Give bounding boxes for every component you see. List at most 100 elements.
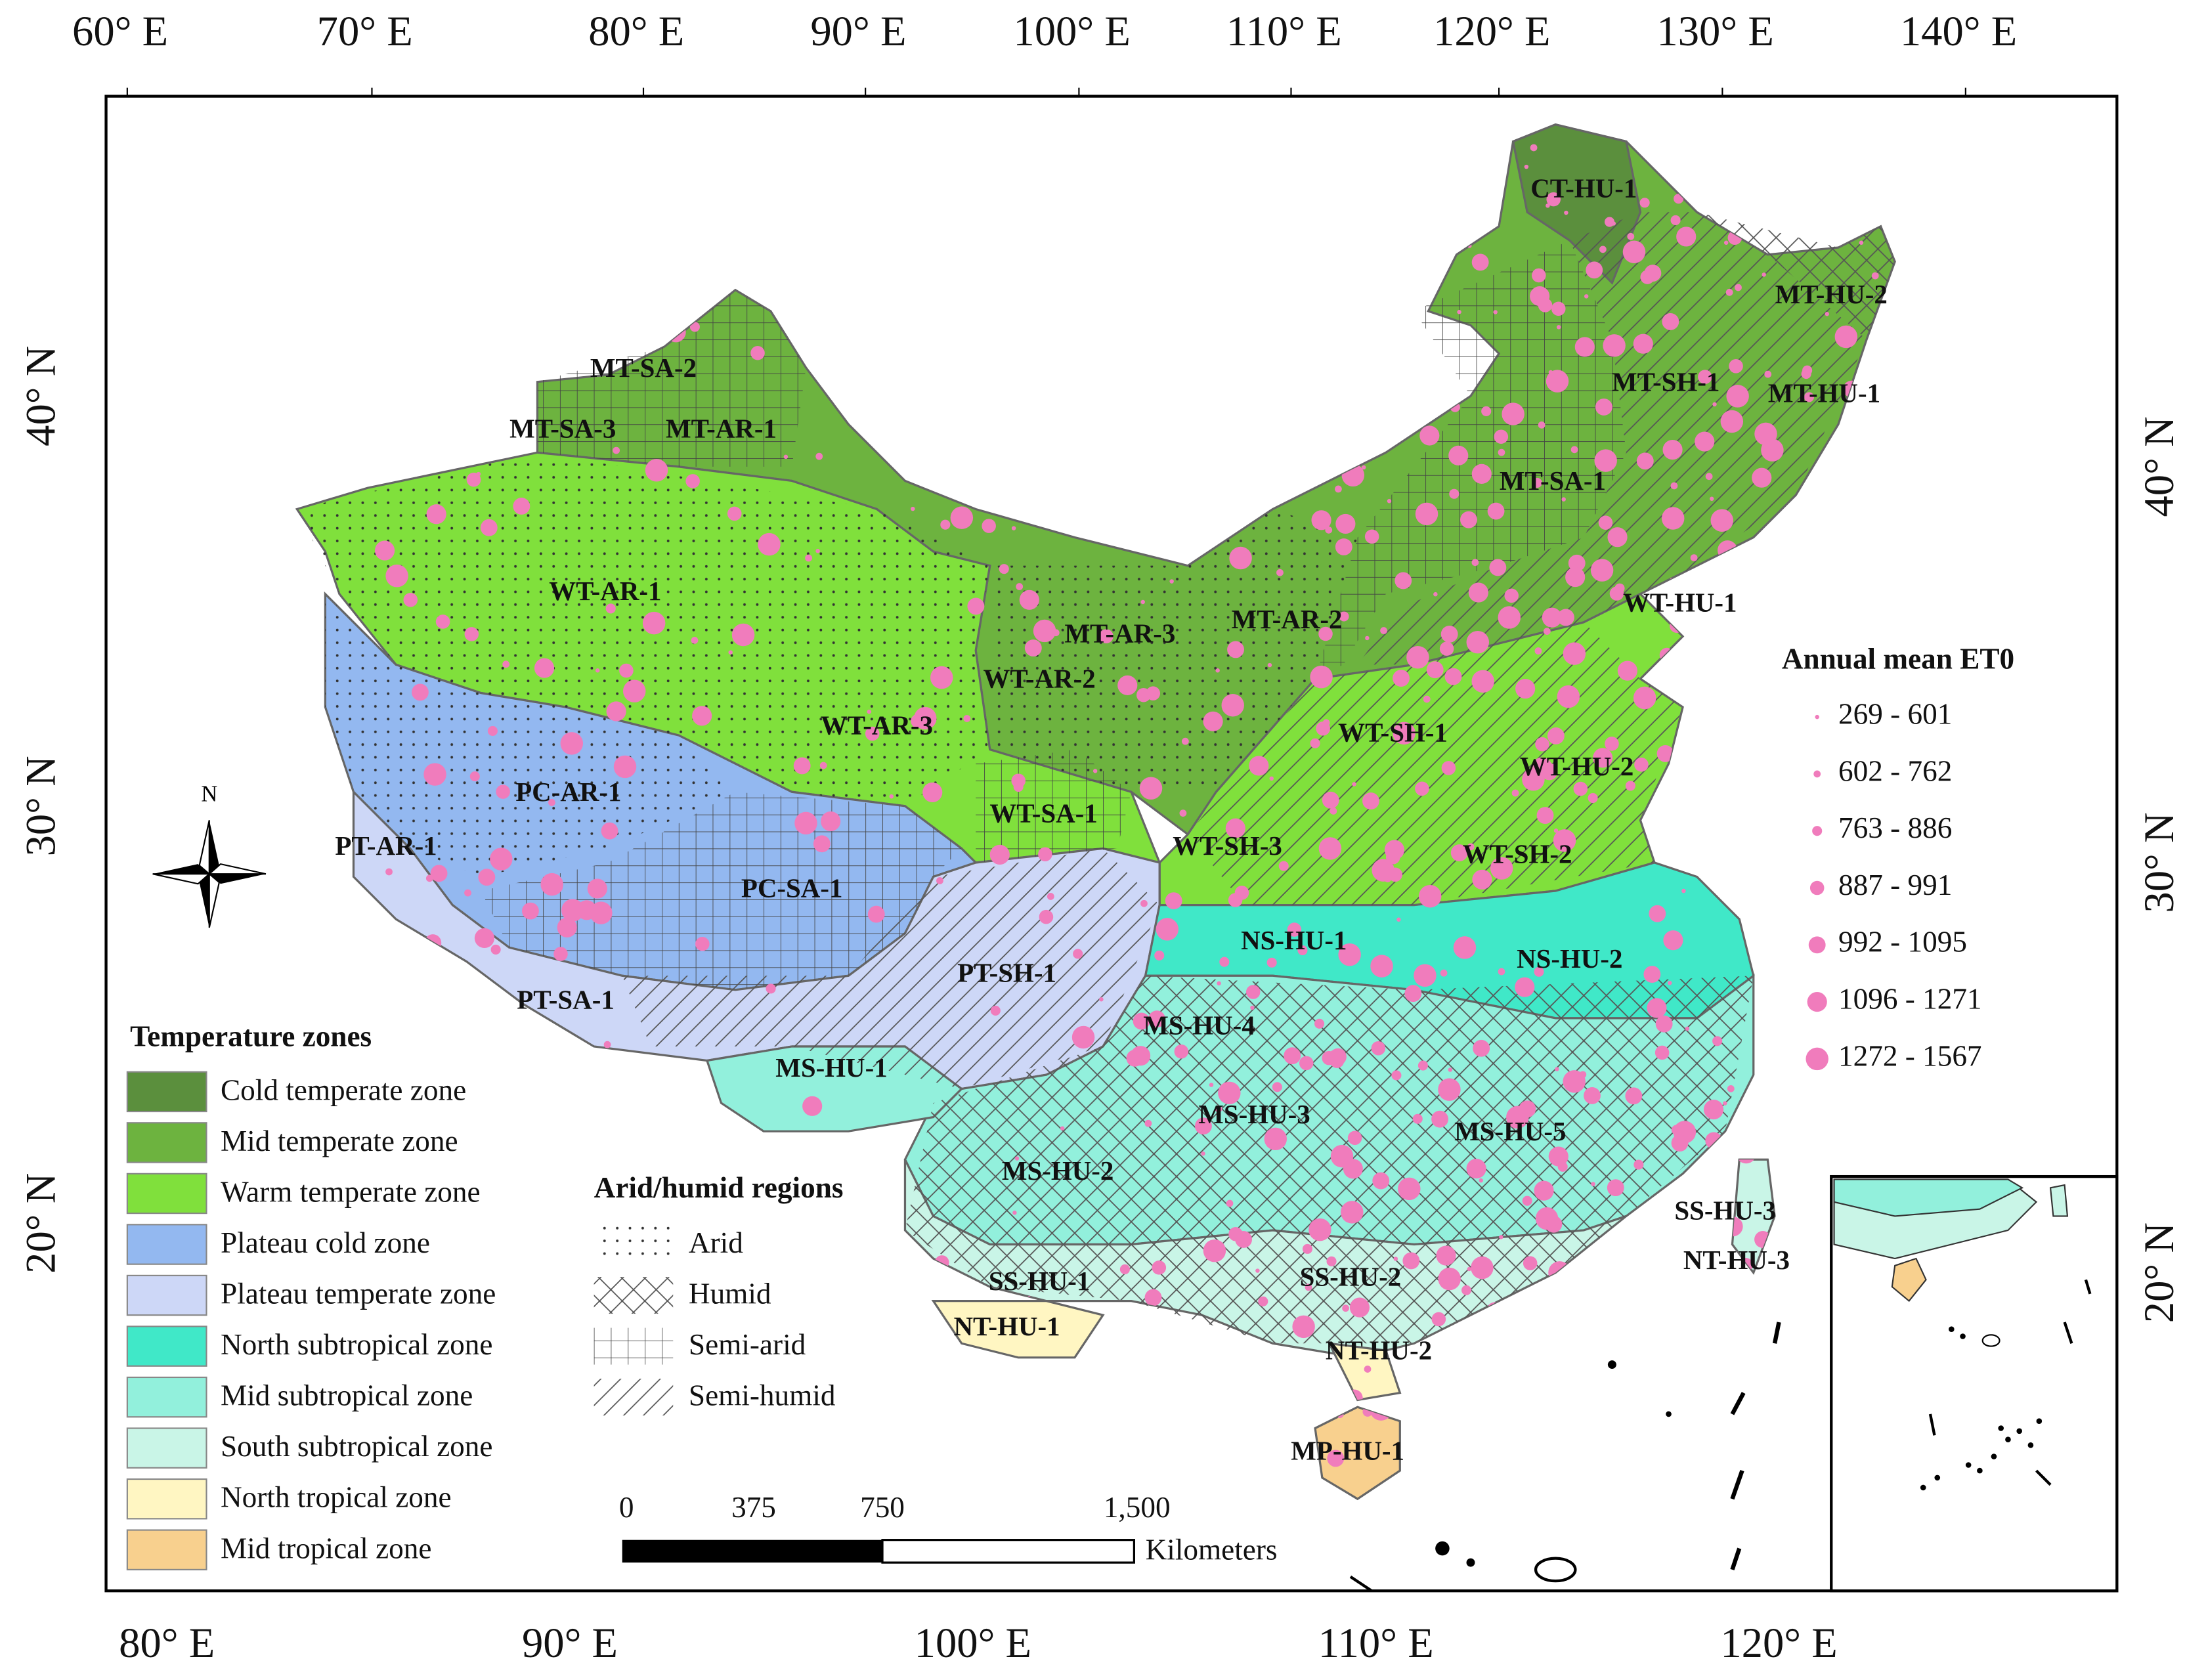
- station-dot: [696, 1452, 719, 1475]
- station-dot: [943, 1384, 958, 1399]
- station-dot: [534, 658, 555, 678]
- station-dot: [1686, 1431, 1691, 1435]
- region-label: MT-HU-1: [1768, 379, 1880, 408]
- station-dot: [1450, 1417, 1465, 1432]
- station-dot: [1262, 176, 1285, 199]
- station-dot: [1595, 398, 1612, 416]
- station-dot: [1725, 288, 1733, 296]
- station-dot: [1196, 320, 1201, 325]
- station-dot: [587, 878, 607, 899]
- station-dot: [1387, 498, 1392, 504]
- station-dot: [1681, 888, 1686, 894]
- station-dot: [1631, 1329, 1651, 1349]
- station-dot: [1396, 917, 1401, 922]
- station-dot: [1224, 1468, 1244, 1488]
- station-dot: [1335, 538, 1352, 555]
- station-dot: [1345, 1389, 1363, 1407]
- aridity-hatch: [1315, 240, 1626, 679]
- station-dot: [1415, 781, 1429, 796]
- station-dot: [1000, 193, 1014, 207]
- region-label: MT-HU-2: [1775, 280, 1888, 309]
- station-dot: [1177, 224, 1181, 228]
- station-dot: [1536, 807, 1554, 824]
- station-dot: [1248, 1451, 1271, 1474]
- station-dot: [1546, 192, 1561, 207]
- station-dot: [1142, 473, 1147, 477]
- station-dot: [1522, 1440, 1542, 1461]
- region-label: MS-HU-5: [1454, 1117, 1566, 1146]
- station-dot: [1551, 301, 1566, 316]
- station-dot: [620, 1205, 641, 1226]
- station-dot: [1365, 635, 1370, 641]
- station-dot: [1858, 1165, 1863, 1170]
- station-dot: [1217, 981, 1221, 986]
- legend-dot: [1806, 1047, 1828, 1071]
- station-dot: [1412, 1113, 1423, 1124]
- station-dot: [1453, 202, 1458, 206]
- region-label: WT-SA-1: [989, 798, 1097, 828]
- station-dot: [513, 498, 530, 515]
- station-dot: [819, 762, 827, 769]
- station-dot: [1859, 240, 1864, 245]
- station-dot: [642, 611, 666, 635]
- legend-dot: [1807, 992, 1827, 1012]
- station-dot: [783, 454, 789, 460]
- station-dot: [707, 154, 724, 171]
- station-dot: [1538, 421, 1546, 429]
- left-axis-label: 30° N: [17, 756, 64, 856]
- region-label: MP-HU-1: [1291, 1436, 1404, 1466]
- station-dot: [666, 322, 686, 343]
- station-dot: [802, 1096, 823, 1116]
- station-dot: [1221, 483, 1235, 497]
- station-dot: [1555, 1067, 1559, 1071]
- station-dot: [1049, 249, 1054, 255]
- station-dot: [1161, 169, 1169, 177]
- legend-swatch: [126, 1274, 207, 1316]
- station-dot: [691, 1113, 711, 1134]
- station-dot: [1248, 155, 1259, 165]
- station-dot: [1326, 422, 1341, 437]
- station-dot: [586, 327, 601, 342]
- station-dot: [1082, 1486, 1102, 1499]
- station-dot: [1490, 209, 1498, 217]
- station-dot: [1267, 662, 1272, 668]
- station-dot: [1547, 727, 1565, 744]
- station-dot: [1764, 370, 1772, 378]
- legend-label: 1272 - 1567: [1838, 1039, 1982, 1072]
- station-dot: [1831, 842, 1851, 862]
- station-dot: [1212, 1474, 1220, 1482]
- station-dot: [1092, 1346, 1103, 1356]
- station-dot: [1609, 586, 1624, 601]
- station-dot: [1511, 1358, 1516, 1362]
- station-dot: [1670, 618, 1684, 633]
- station-dot: [767, 267, 790, 290]
- station-dot: [1534, 1180, 1554, 1201]
- station-dot: [1169, 579, 1174, 584]
- legend-dot: [1812, 826, 1823, 836]
- climate-zone: [1327, 1342, 1402, 1402]
- station-dot: [387, 427, 408, 448]
- station-dot: [1607, 527, 1628, 548]
- station-dot: [1804, 392, 1814, 402]
- legend-label: 269 - 601: [1838, 697, 1952, 730]
- station-dot: [1226, 1199, 1234, 1207]
- station-dot: [1235, 284, 1259, 307]
- station-dot: [1524, 164, 1529, 169]
- station-dot: [1523, 1256, 1538, 1270]
- station-dot: [1184, 1355, 1207, 1378]
- station-dot: [1481, 406, 1492, 416]
- station-dot: [1494, 429, 1509, 444]
- legend-pattern: [594, 1327, 674, 1365]
- station-dot: [1249, 756, 1269, 776]
- station-dot: [1548, 1261, 1571, 1284]
- station-dot: [1840, 842, 1861, 862]
- legend-label: Mid temperate zone: [221, 1125, 458, 1157]
- station-dot: [1780, 972, 1790, 982]
- station-dot: [1634, 757, 1649, 772]
- station-dot: [1611, 1454, 1631, 1475]
- station-dot: [1342, 1304, 1349, 1312]
- station-dot: [402, 318, 410, 326]
- station-dot: [1327, 1450, 1345, 1467]
- station-dot: [1299, 1056, 1314, 1071]
